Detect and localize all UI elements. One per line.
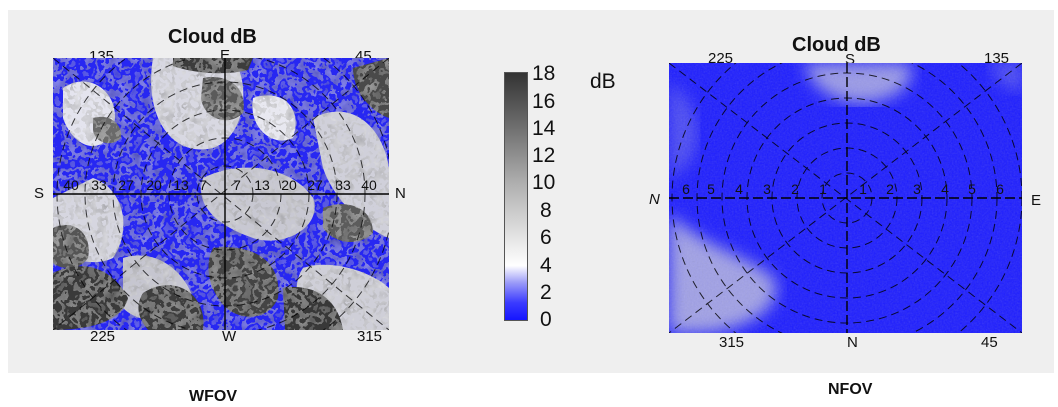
- wfov-compass-bottom: W: [222, 328, 237, 345]
- nfov-ring-label: 4: [735, 181, 743, 197]
- wfov-ring-label: 27: [118, 177, 134, 193]
- wfov-title: Cloud dB: [168, 26, 257, 48]
- colorbar: [504, 72, 528, 321]
- colorbar-tick: 10: [532, 171, 556, 194]
- wfov-ring-label: 20: [281, 177, 297, 193]
- nfov-corner-top-right: 135: [984, 50, 1010, 67]
- wfov-ring-label: 33: [91, 177, 107, 193]
- nfov-title: Cloud dB: [792, 34, 881, 56]
- nfov-caption: NFOV: [828, 381, 873, 398]
- colorbar-tick: 2: [540, 281, 552, 304]
- wfov-ring-label: 40: [63, 177, 79, 193]
- nfov-ring-label: 6: [682, 181, 690, 197]
- nfov-compass-left: N: [649, 191, 660, 208]
- nfov-ring-label: 6: [996, 181, 1004, 197]
- nfov-compass-top: S: [845, 51, 856, 68]
- wfov-ring-label: 7: [199, 177, 207, 193]
- nfov-ring-label: 4: [941, 181, 949, 197]
- wfov-ring-label: 33: [335, 177, 351, 193]
- wfov-compass-top: E: [220, 47, 231, 64]
- wfov-ring-label: 27: [307, 177, 323, 193]
- nfov-ring-label: 5: [968, 181, 976, 197]
- colorbar-tick: 0: [540, 308, 552, 331]
- wfov-caption: WFOV: [189, 388, 237, 405]
- colorbar-tick: 12: [532, 144, 556, 167]
- wfov-corner-bottom-right: 315: [357, 328, 383, 345]
- wfov-cloud-map: 40 33 27 20 13 7 7 13 20 27 33 40: [53, 58, 389, 330]
- nfov-ring-label: 1: [859, 181, 867, 197]
- nfov-ring-label: 3: [763, 181, 771, 197]
- colorbar-tick: 6: [540, 226, 552, 249]
- colorbar-tick: 18: [532, 62, 556, 85]
- wfov-ring-label: 13: [254, 177, 270, 193]
- nfov-compass-bottom: N: [847, 334, 858, 351]
- colorbar-tick: 16: [532, 90, 556, 113]
- colorbar-tick: 8: [540, 199, 552, 222]
- nfov-cloud-map: 6 5 4 3 2 1 1 2 3 4 5 6: [669, 63, 1022, 333]
- nfov-ring-label: 2: [886, 181, 894, 197]
- wfov-compass-right: N: [395, 185, 406, 202]
- nfov-corner-bottom-right: 45: [981, 334, 998, 351]
- nfov-ring-label: 5: [707, 181, 715, 197]
- colorbar-ticks: 18 16 14 12 10 8 6 4 2 0: [532, 62, 572, 332]
- nfov-compass-right: E: [1031, 192, 1042, 209]
- wfov-ring-label: 13: [173, 177, 189, 193]
- wfov-ring-label: 20: [146, 177, 162, 193]
- wfov-corner-bottom-left: 225: [90, 328, 116, 345]
- nfov-corner-bottom-left: 315: [719, 334, 745, 351]
- nfov-corner-top-left: 225: [708, 50, 734, 67]
- colorbar-tick: 14: [532, 117, 556, 140]
- wfov-ring-label: 7: [233, 177, 241, 193]
- colorbar-tick: 4: [540, 254, 552, 277]
- nfov-ring-label: 2: [791, 181, 799, 197]
- nfov-ring-label: 3: [913, 181, 921, 197]
- colorbar-unit: dB: [590, 70, 616, 93]
- wfov-ring-label: 40: [361, 177, 377, 193]
- wfov-compass-left: S: [34, 185, 45, 202]
- nfov-ring-label: 1: [819, 181, 827, 197]
